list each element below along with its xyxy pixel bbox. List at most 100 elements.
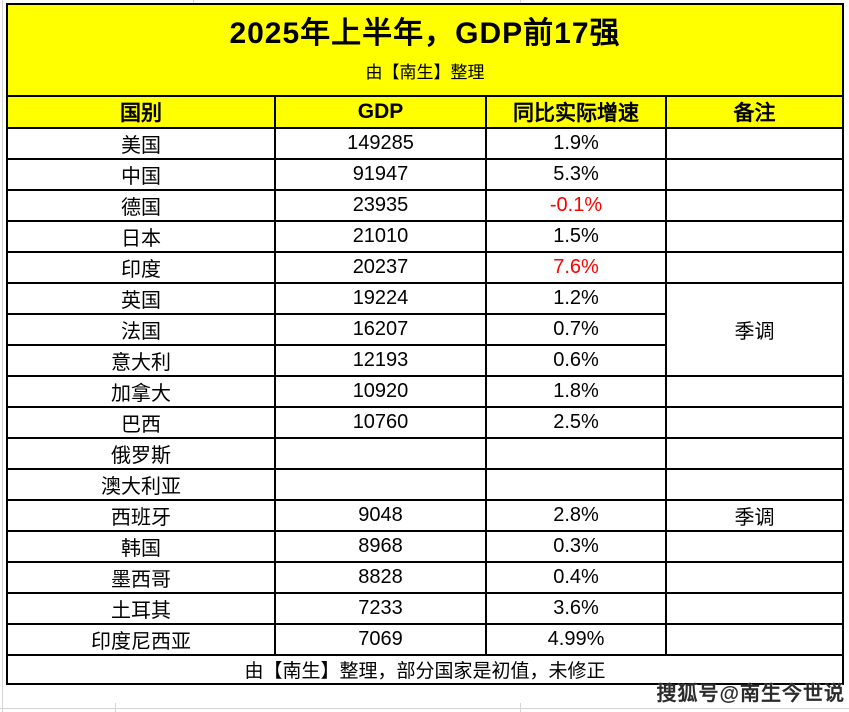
table-row: 意大利 12193 0.6% [6, 344, 843, 377]
cell-growth: 7.6% [485, 251, 667, 284]
column-header-row: 国别 GDP 同比实际增速 备注 [6, 95, 844, 129]
watermark-text: 搜狐号@南生今世说 [656, 683, 845, 705]
cell-note [665, 592, 844, 625]
table-row: 日本 21010 1.5% [6, 220, 844, 253]
cell-country: 韩国 [6, 530, 276, 563]
cell-country: 土耳其 [6, 592, 276, 625]
background-gridline [193, 0, 194, 4]
cell-note [665, 406, 844, 439]
cell-growth: 2.8% [485, 499, 667, 532]
table-row: 印度 20237 7.6% [6, 251, 844, 284]
cell-gdp [274, 437, 487, 470]
cell-gdp: 8828 [274, 561, 487, 594]
cell-country: 日本 [6, 220, 276, 253]
cell-gdp: 12193 [274, 344, 487, 377]
cell-note [665, 251, 844, 284]
footer-note: 由【南生】整理，部分国家是初值，未修正 [6, 654, 844, 685]
cell-growth: 4.99% [485, 623, 667, 656]
page-subtitle: 由【南生】整理 [365, 63, 485, 83]
cell-note: 季调 [665, 499, 844, 532]
cell-gdp: 91947 [274, 158, 487, 191]
cell-gdp: 16207 [274, 313, 487, 346]
cell-country: 印度 [6, 251, 276, 284]
cell-gdp: 21010 [274, 220, 487, 253]
cell-note [665, 189, 844, 222]
cell-gdp [274, 468, 487, 501]
cell-growth: 1.9% [485, 127, 667, 160]
cell-note [665, 158, 844, 191]
cell-gdp: 149285 [274, 127, 487, 160]
cell-note [665, 437, 844, 470]
footer-row: 由【南生】整理，部分国家是初值，未修正 [6, 654, 844, 685]
column-header-growth: 同比实际增速 [485, 95, 667, 129]
cell-note [665, 561, 844, 594]
table-row: 英国 19224 1.2% 季调 [6, 282, 844, 377]
background-gridline [520, 0, 521, 4]
cell-growth: 0.6% [485, 344, 667, 377]
cell-country: 英国 [6, 282, 276, 315]
background-gridline [520, 703, 521, 712]
cell-country: 德国 [6, 189, 276, 222]
cell-country: 法国 [6, 313, 276, 346]
title-row: 2025年上半年，GDP前17强 由【南生】整理 [6, 3, 844, 97]
cell-gdp: 8968 [274, 530, 487, 563]
table-row: 印度尼西亚 7069 4.99% [6, 623, 844, 656]
cell-growth [485, 437, 667, 470]
cell-growth: 1.2% [485, 282, 667, 315]
cell-gdp: 20237 [274, 251, 487, 284]
cell-gdp: 19224 [274, 282, 487, 315]
cell-country: 印度尼西亚 [6, 623, 276, 656]
cell-gdp: 7069 [274, 623, 487, 656]
background-gridline [115, 703, 116, 712]
column-header-gdp: GDP [274, 95, 487, 129]
cell-growth: 0.3% [485, 530, 667, 563]
cell-growth: 3.6% [485, 592, 667, 625]
cell-growth: 2.5% [485, 406, 667, 439]
table-row: 西班牙 9048 2.8% 季调 [6, 499, 844, 532]
cell-gdp: 7233 [274, 592, 487, 625]
table-title-cell: 2025年上半年，GDP前17强 由【南生】整理 [6, 3, 844, 97]
cell-note [665, 220, 844, 253]
cell-gdp: 9048 [274, 499, 487, 532]
cell-country: 巴西 [6, 406, 276, 439]
cell-growth: 5.3% [485, 158, 667, 191]
cell-country: 加拿大 [6, 375, 276, 408]
table-row: 巴西 10760 2.5% [6, 406, 844, 439]
cell-note [665, 623, 844, 656]
cell-country: 中国 [6, 158, 276, 191]
cell-gdp: 10920 [274, 375, 487, 408]
table-row: 加拿大 10920 1.8% [6, 375, 844, 408]
background-gridline [2, 0, 3, 712]
cell-note [665, 127, 844, 160]
cell-growth: -0.1% [485, 189, 667, 222]
table-row: 中国 91947 5.3% [6, 158, 844, 191]
table-row: 德国 23935 -0.1% [6, 189, 844, 222]
table-row: 法国 16207 0.7% [6, 313, 843, 346]
table-row: 土耳其 7233 3.6% [6, 592, 844, 625]
cell-growth: 1.8% [485, 375, 667, 408]
table-row: 韩国 8968 0.3% [6, 530, 844, 563]
cell-gdp: 23935 [274, 189, 487, 222]
table-row: 美国 149285 1.9% [6, 127, 844, 160]
cell-country: 美国 [6, 127, 276, 160]
cell-note: 季调 [665, 282, 844, 377]
cell-gdp: 10760 [274, 406, 487, 439]
cell-country: 意大利 [6, 344, 276, 377]
table-row: 墨西哥 8828 0.4% [6, 561, 844, 594]
table-row: 俄罗斯 [6, 437, 844, 470]
cell-country: 俄罗斯 [6, 437, 276, 470]
gdp-table: 2025年上半年，GDP前17强 由【南生】整理 国别 GDP 同比实际增速 备… [6, 3, 844, 685]
column-header-country: 国别 [6, 95, 276, 129]
cell-note [665, 375, 844, 408]
table-row: 澳大利亚 [6, 468, 844, 501]
cell-growth: 0.4% [485, 561, 667, 594]
table-body: 美国 149285 1.9% 中国 91947 5.3% 德国 23935 -0.1% 日本 210… [6, 127, 844, 656]
column-header-note: 备注 [665, 95, 844, 129]
cell-growth [485, 468, 667, 501]
background-gridline [0, 708, 849, 709]
page-title: 2025年上半年，GDP前17强 [229, 16, 621, 50]
cell-note [665, 468, 844, 501]
cell-country: 澳大利亚 [6, 468, 276, 501]
cell-growth: 0.7% [485, 313, 667, 346]
cell-country: 西班牙 [6, 499, 276, 532]
